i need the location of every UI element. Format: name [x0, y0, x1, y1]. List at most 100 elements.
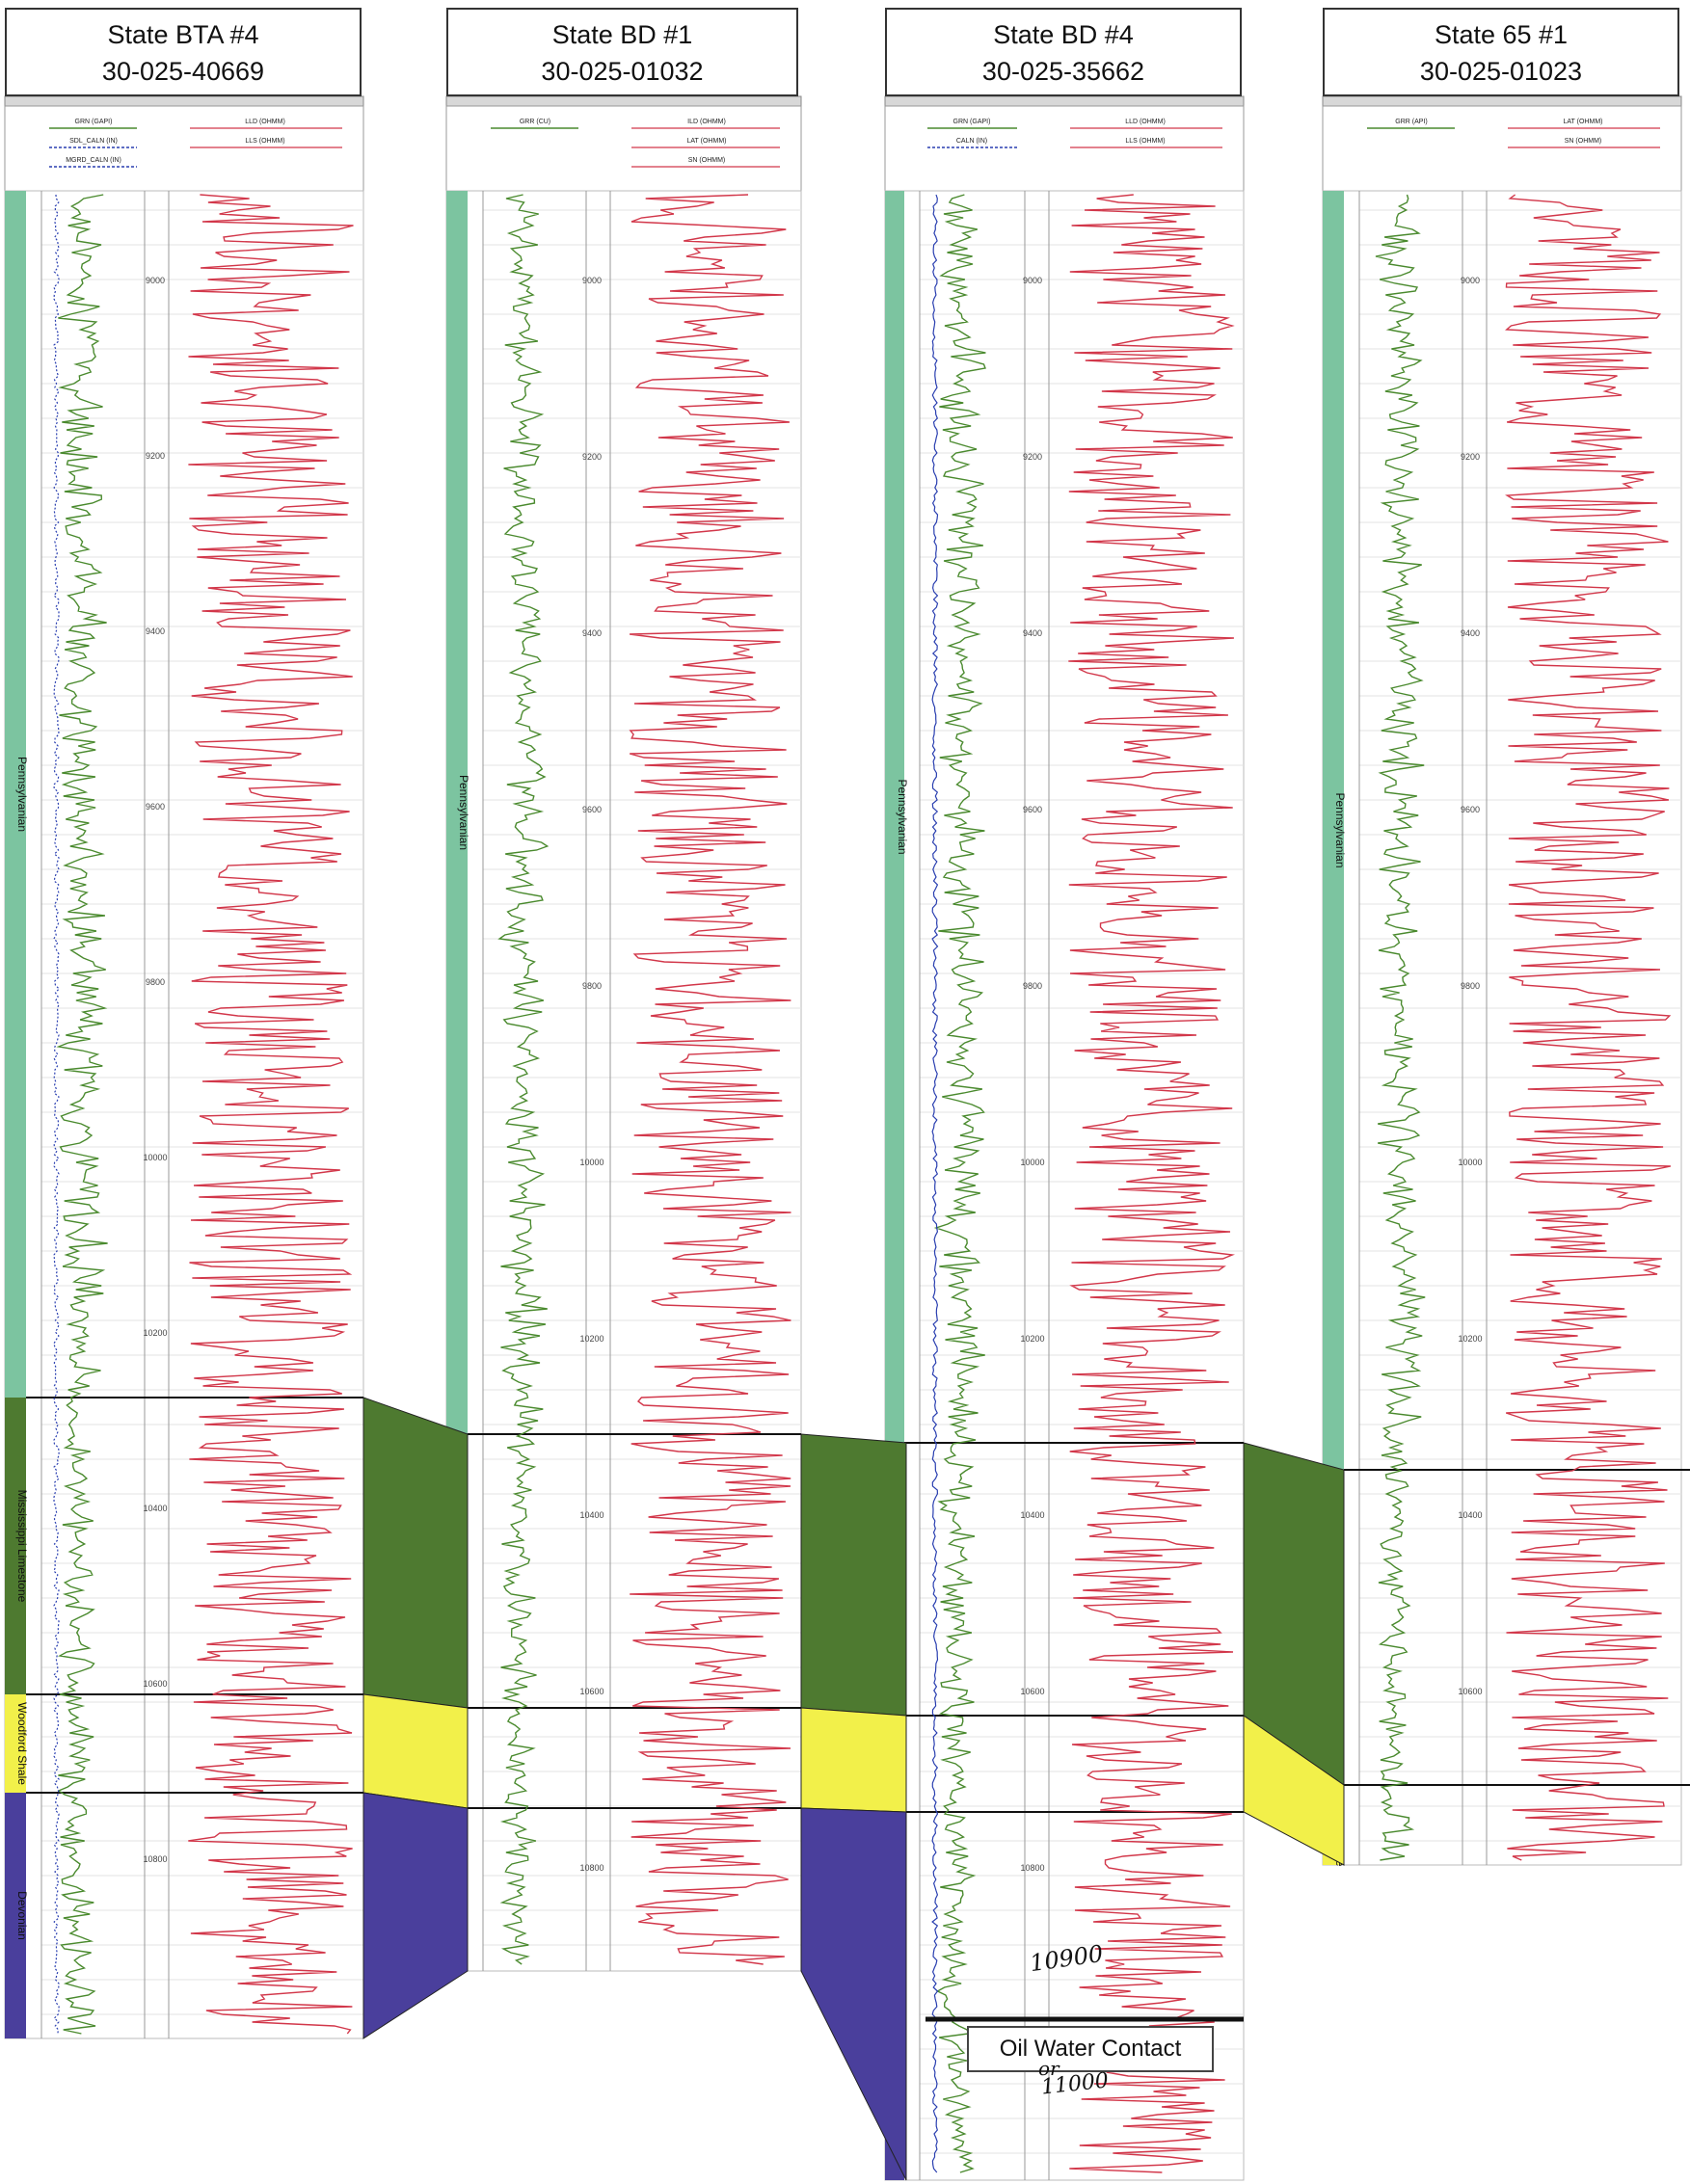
curve-label-track3: LLS (OHMM)	[245, 138, 284, 145]
depth-tick-label: 10400	[143, 1504, 167, 1513]
formation-label: Devonian	[15, 1891, 29, 1940]
correlation-mississippi	[362, 1397, 469, 1709]
depth-tick-label: 9400	[146, 626, 165, 636]
handwritten-or: or	[1038, 2057, 1060, 2080]
formation-band	[5, 191, 26, 1398]
depth-tick-label: 10600	[143, 1679, 167, 1689]
formation-label: Mississippi Limestone	[15, 1490, 29, 1603]
depth-tick-label: 9400	[582, 628, 602, 638]
depth-tick-label: 9200	[1461, 452, 1480, 462]
depth-tick-label: 9400	[1023, 628, 1042, 638]
depth-tick-label: 9000	[582, 276, 602, 285]
well-log-2: GRN (GAPI) CALN (IN) LLD (OHMM) LLS (OHMM) P…	[884, 95, 1245, 2181]
curve-label-track3: LLS (OHMM)	[1125, 138, 1165, 145]
gamma-ray-curve	[1375, 194, 1426, 1861]
depth-tick-label: 9600	[582, 805, 602, 814]
well-api: 30-025-35662	[981, 57, 1145, 86]
well-api: 30-025-01023	[1419, 57, 1583, 86]
well-api: 30-025-01032	[541, 57, 704, 86]
curve-label-track3: LLD (OHMM)	[1125, 119, 1166, 125]
depth-tick-label: 9400	[1461, 628, 1480, 638]
well-name: State BTA #4	[107, 20, 259, 49]
well-header-651: State 65 #1 30-025-01023	[1323, 8, 1679, 96]
caliper-curve	[931, 194, 939, 2173]
gamma-ray-curve	[56, 194, 108, 2035]
correlation-devonian	[362, 1792, 469, 2039]
depth-tick-label: 10400	[1458, 1510, 1482, 1520]
log-body	[884, 190, 1245, 2181]
correlation-woodford	[362, 1693, 469, 1809]
log-body	[445, 190, 802, 1972]
well-name: State BD #1	[551, 20, 693, 49]
formation-label: Woodford Shale	[15, 1702, 29, 1785]
depth-tick-label: 10800	[1020, 1863, 1044, 1873]
depth-tick-label: 9200	[582, 452, 602, 462]
depth-tick-label: 10600	[1458, 1687, 1482, 1696]
formation-band	[5, 1694, 26, 1793]
gamma-ray-curve	[497, 194, 550, 1965]
track-number-bar	[4, 95, 364, 107]
curve-label-track3: ILD (OHMM)	[687, 119, 726, 125]
log-body	[1322, 190, 1682, 1866]
depth-tick-label: 9600	[1461, 805, 1480, 814]
depth-tick-label: 10200	[1020, 1334, 1044, 1344]
depth-tick-label: 10000	[1020, 1158, 1044, 1167]
resistivity-curve	[188, 194, 354, 2035]
formation-band	[1323, 191, 1344, 1470]
formation-band	[885, 191, 904, 1443]
formation-band	[5, 1398, 26, 1694]
curve-label-track1: MGRD_CALN (IN)	[66, 157, 121, 164]
formation-label: Pennsylvanian	[457, 775, 470, 850]
formation-label: Pennsylvanian	[1333, 792, 1347, 867]
depth-tick-label: 9800	[582, 981, 602, 991]
depth-tick-label: 9000	[1023, 276, 1042, 285]
correlation-woodford	[1243, 1715, 1345, 1866]
track-header	[4, 105, 364, 192]
well-header-bd4: State BD #4 30-025-35662	[885, 8, 1242, 96]
depth-tick-label: 9200	[146, 451, 165, 461]
track-number-bar	[1322, 95, 1682, 107]
oil-water-contact-label: Oil Water Contact	[967, 2026, 1214, 2072]
well-name: State BD #4	[993, 20, 1134, 49]
depth-tick-label: 10000	[1458, 1158, 1482, 1167]
well-log-0: GRN (GAPI) SDL_CALN (IN) MGRD_CALN (IN) LLD…	[4, 95, 364, 2039]
depth-tick-label: 9800	[1023, 981, 1042, 991]
curve-label-track1: CALN (IN)	[956, 138, 987, 145]
depth-tick-label: 10200	[143, 1328, 167, 1338]
caliper-curve	[52, 194, 61, 2035]
curve-label-track3: LAT (OHMM)	[1564, 119, 1603, 125]
curve-label-track3: SN (OHMM)	[1565, 138, 1602, 145]
depth-tick-label: 9200	[1023, 452, 1042, 462]
depth-tick-label: 10600	[579, 1687, 604, 1696]
depth-tick-label: 9800	[146, 977, 165, 987]
depth-tick-label: 9000	[146, 276, 165, 285]
curve-label-track1: GRR (CU)	[520, 119, 550, 125]
well-api: 30-025-40669	[101, 57, 265, 86]
depth-tick-label: 9800	[1461, 981, 1480, 991]
resistivity-curve	[1068, 194, 1235, 2173]
gamma-ray-curve	[933, 194, 986, 2173]
curve-label-track1: GRN (GAPI)	[75, 119, 113, 125]
depth-tick-label: 10200	[1458, 1334, 1482, 1344]
track-header	[445, 105, 802, 192]
track-number-bar	[884, 95, 1245, 107]
resistivity-curve	[629, 194, 791, 1965]
track-number-bar	[445, 95, 802, 107]
correlation-mississippi	[800, 1433, 907, 1717]
well-log-1: GRR (CU) ILD (OHMM) LAT (OHMM) SN (OHMM) Pen…	[445, 95, 802, 1972]
depth-tick-label: 10000	[143, 1153, 167, 1162]
well-header-bta4: State BTA #4 30-025-40669	[5, 8, 362, 96]
formation-band	[446, 191, 468, 1434]
depth-tick-label: 10200	[579, 1334, 604, 1344]
track-header	[1322, 105, 1682, 192]
depth-tick-label: 9600	[1023, 805, 1042, 814]
correlation-woodford	[800, 1707, 907, 1813]
depth-tick-label: 10800	[579, 1863, 604, 1873]
well-log-3: GRR (API) LAT (OHMM) SN (OHMM) Pennsylvania…	[1322, 95, 1690, 1867]
well-header-bd1: State BD #1 30-025-01032	[446, 8, 798, 96]
formation-label: Pennsylvanian	[896, 779, 909, 854]
depth-tick-label: 10400	[1020, 1510, 1044, 1520]
depth-tick-label: 9600	[146, 802, 165, 812]
depth-tick-label: 9000	[1461, 276, 1480, 285]
